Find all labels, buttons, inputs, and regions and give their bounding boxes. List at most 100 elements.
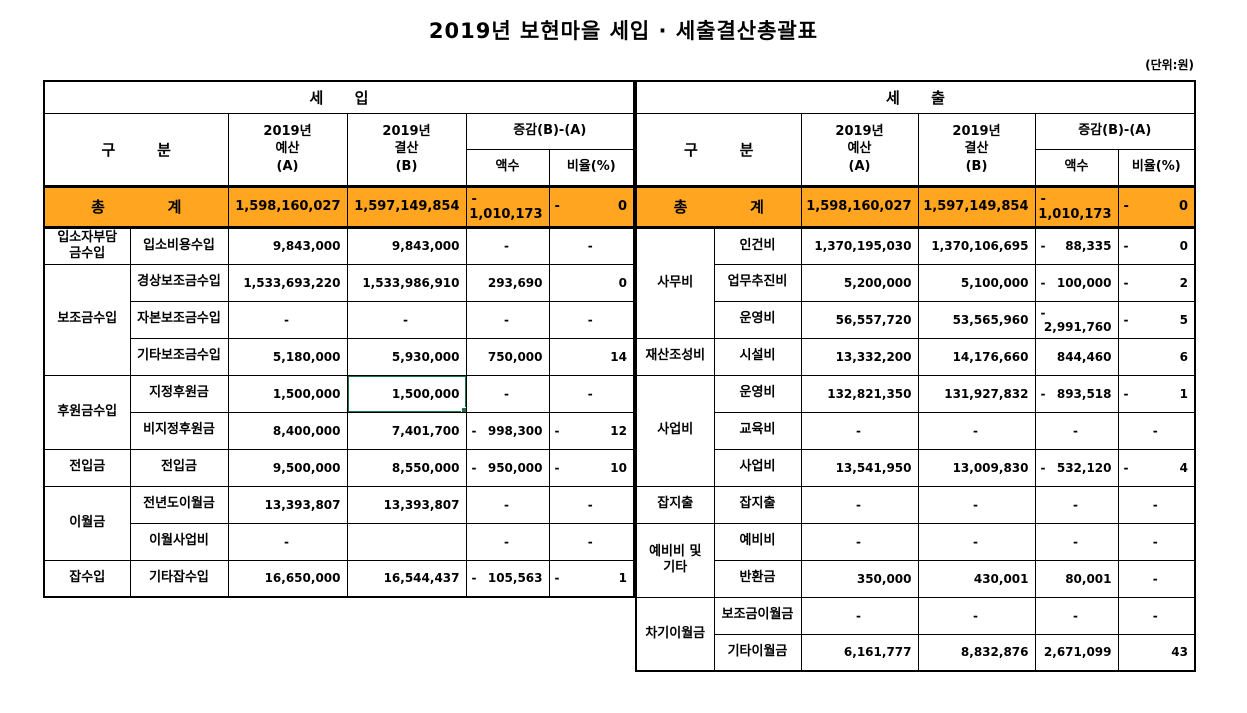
- budget-cell[interactable]: 350,000: [800, 559, 919, 598]
- col-header-change[interactable]: 증감(B)-(A): [465, 112, 635, 150]
- ratio-cell[interactable]: -: [1117, 596, 1196, 635]
- total-amount-cell[interactable]: -1,010,173: [465, 184, 550, 229]
- budget-cell[interactable]: -: [227, 522, 348, 561]
- budget-cell[interactable]: 1,533,693,220: [227, 263, 348, 302]
- col-header-ratio[interactable]: 비율(%): [1117, 148, 1196, 187]
- amount-cell[interactable]: 80,001: [1034, 559, 1119, 598]
- ratio-cell[interactable]: -: [548, 226, 635, 265]
- budget-cell[interactable]: 13,393,807: [227, 485, 348, 524]
- revenue-section-header[interactable]: 세 입: [43, 80, 635, 114]
- settlement-cell[interactable]: 7,401,700: [346, 411, 467, 450]
- settlement-cell[interactable]: 53,565,960: [917, 300, 1036, 339]
- item-cell[interactable]: 시설비: [713, 337, 802, 376]
- ratio-cell[interactable]: -: [1117, 485, 1196, 524]
- col-header-change[interactable]: 증감(B)-(A): [1034, 112, 1196, 150]
- settlement-cell[interactable]: 13,009,830: [917, 448, 1036, 487]
- ratio-cell[interactable]: 43: [1117, 633, 1196, 672]
- ratio-cell[interactable]: - 10: [548, 448, 635, 487]
- budget-cell[interactable]: 1,500,000: [227, 374, 348, 413]
- item-cell[interactable]: 전입금: [129, 448, 229, 487]
- settlement-cell[interactable]: 14,176,660: [917, 337, 1036, 376]
- item-cell[interactable]: 보조금이월금: [713, 596, 802, 635]
- amount-cell[interactable]: -950,000: [465, 448, 550, 487]
- expenditure-section-header[interactable]: 세 출: [635, 80, 1196, 114]
- ratio-cell[interactable]: -1: [1117, 374, 1196, 413]
- ratio-cell[interactable]: -: [1117, 411, 1196, 450]
- budget-cell[interactable]: 132,821,350: [800, 374, 919, 413]
- group-cell[interactable]: 이월금: [43, 485, 131, 561]
- settlement-cell[interactable]: -: [917, 485, 1036, 524]
- amount-cell[interactable]: 844,460: [1034, 337, 1119, 376]
- budget-cell[interactable]: 56,557,720: [800, 300, 919, 339]
- budget-cell[interactable]: 5,180,000: [227, 337, 348, 376]
- budget-cell[interactable]: -: [800, 411, 919, 450]
- settlement-cell[interactable]: 5,100,000: [917, 263, 1036, 302]
- settlement-cell[interactable]: [346, 522, 467, 561]
- amount-cell[interactable]: -: [465, 522, 550, 561]
- item-cell[interactable]: 예비비: [713, 522, 802, 561]
- item-cell[interactable]: 운영비: [713, 300, 802, 339]
- col-header-settlement[interactable]: 2019년 결산 (B): [346, 112, 467, 187]
- budget-cell[interactable]: 9,500,000: [227, 448, 348, 487]
- amount-cell[interactable]: -: [1034, 522, 1119, 561]
- item-cell[interactable]: 기타잡수입: [129, 559, 229, 598]
- amount-cell[interactable]: -2,991,760: [1034, 300, 1119, 339]
- ratio-cell[interactable]: - 12: [548, 411, 635, 450]
- item-cell[interactable]: 기타이월금: [713, 633, 802, 672]
- total-label[interactable]: 총 계: [43, 184, 229, 229]
- total-ratio-cell[interactable]: -0: [1117, 184, 1196, 229]
- col-header-category[interactable]: 구 분: [635, 112, 802, 187]
- amount-cell[interactable]: 750,000: [465, 337, 550, 376]
- ratio-cell[interactable]: -: [548, 300, 635, 339]
- item-cell[interactable]: 반환금: [713, 559, 802, 598]
- amount-cell[interactable]: -100,000: [1034, 263, 1119, 302]
- ratio-cell[interactable]: -0: [1117, 226, 1196, 265]
- amount-cell[interactable]: 293,690: [465, 263, 550, 302]
- settlement-cell[interactable]: 13,393,807: [346, 485, 467, 524]
- ratio-cell[interactable]: -: [548, 485, 635, 524]
- budget-cell[interactable]: 8,400,000: [227, 411, 348, 450]
- budget-cell[interactable]: 13,332,200: [800, 337, 919, 376]
- ratio-cell[interactable]: 6: [1117, 337, 1196, 376]
- group-cell[interactable]: 잡수입: [43, 559, 131, 598]
- budget-cell[interactable]: 13,541,950: [800, 448, 919, 487]
- group-cell[interactable]: 재산조성비: [635, 337, 715, 376]
- group-cell[interactable]: 후원금수입: [43, 374, 131, 450]
- budget-cell[interactable]: -: [800, 485, 919, 524]
- col-header-ratio[interactable]: 비율(%): [548, 148, 635, 187]
- total-settlement-cell[interactable]: 1,597,149,854: [346, 184, 467, 229]
- budget-cell[interactable]: 9,843,000: [227, 226, 348, 265]
- ratio-cell[interactable]: -: [548, 522, 635, 561]
- col-header-amount[interactable]: 액수: [1034, 148, 1119, 187]
- ratio-cell[interactable]: -: [1117, 559, 1196, 598]
- ratio-cell[interactable]: -: [1117, 522, 1196, 561]
- item-cell[interactable]: 교육비: [713, 411, 802, 450]
- item-cell[interactable]: 경상보조금수입: [129, 263, 229, 302]
- group-cell[interactable]: 보조금수입: [43, 263, 131, 376]
- settlement-cell[interactable]: 1,370,106,695: [917, 226, 1036, 265]
- col-header-amount[interactable]: 액수: [465, 148, 550, 187]
- ratio-cell[interactable]: -5: [1117, 300, 1196, 339]
- item-cell[interactable]: 사업비: [713, 448, 802, 487]
- total-settlement-cell[interactable]: 1,597,149,854: [917, 184, 1036, 229]
- item-cell[interactable]: 지정후원금: [129, 374, 229, 413]
- settlement-cell[interactable]: 430,001: [917, 559, 1036, 598]
- total-ratio-cell[interactable]: -0: [548, 184, 635, 229]
- settlement-cell[interactable]: 8,832,876: [917, 633, 1036, 672]
- item-cell[interactable]: 잡지출: [713, 485, 802, 524]
- amount-cell[interactable]: -998,300: [465, 411, 550, 450]
- settlement-cell[interactable]: 8,550,000: [346, 448, 467, 487]
- amount-cell[interactable]: -: [1034, 485, 1119, 524]
- col-header-settlement[interactable]: 2019년 결산 (B): [917, 112, 1036, 187]
- settlement-cell[interactable]: 5,930,000: [346, 337, 467, 376]
- amount-cell[interactable]: -: [465, 485, 550, 524]
- total-budget-cell[interactable]: 1,598,160,027: [227, 184, 348, 229]
- budget-cell[interactable]: -: [227, 300, 348, 339]
- item-cell[interactable]: 비지정후원금: [129, 411, 229, 450]
- group-cell[interactable]: 사업비: [635, 374, 715, 487]
- amount-cell[interactable]: -: [1034, 411, 1119, 450]
- item-cell[interactable]: 운영비: [713, 374, 802, 413]
- item-cell[interactable]: 입소비용수입: [129, 226, 229, 265]
- settlement-cell[interactable]: 131,927,832: [917, 374, 1036, 413]
- amount-cell[interactable]: -105,563: [465, 559, 550, 598]
